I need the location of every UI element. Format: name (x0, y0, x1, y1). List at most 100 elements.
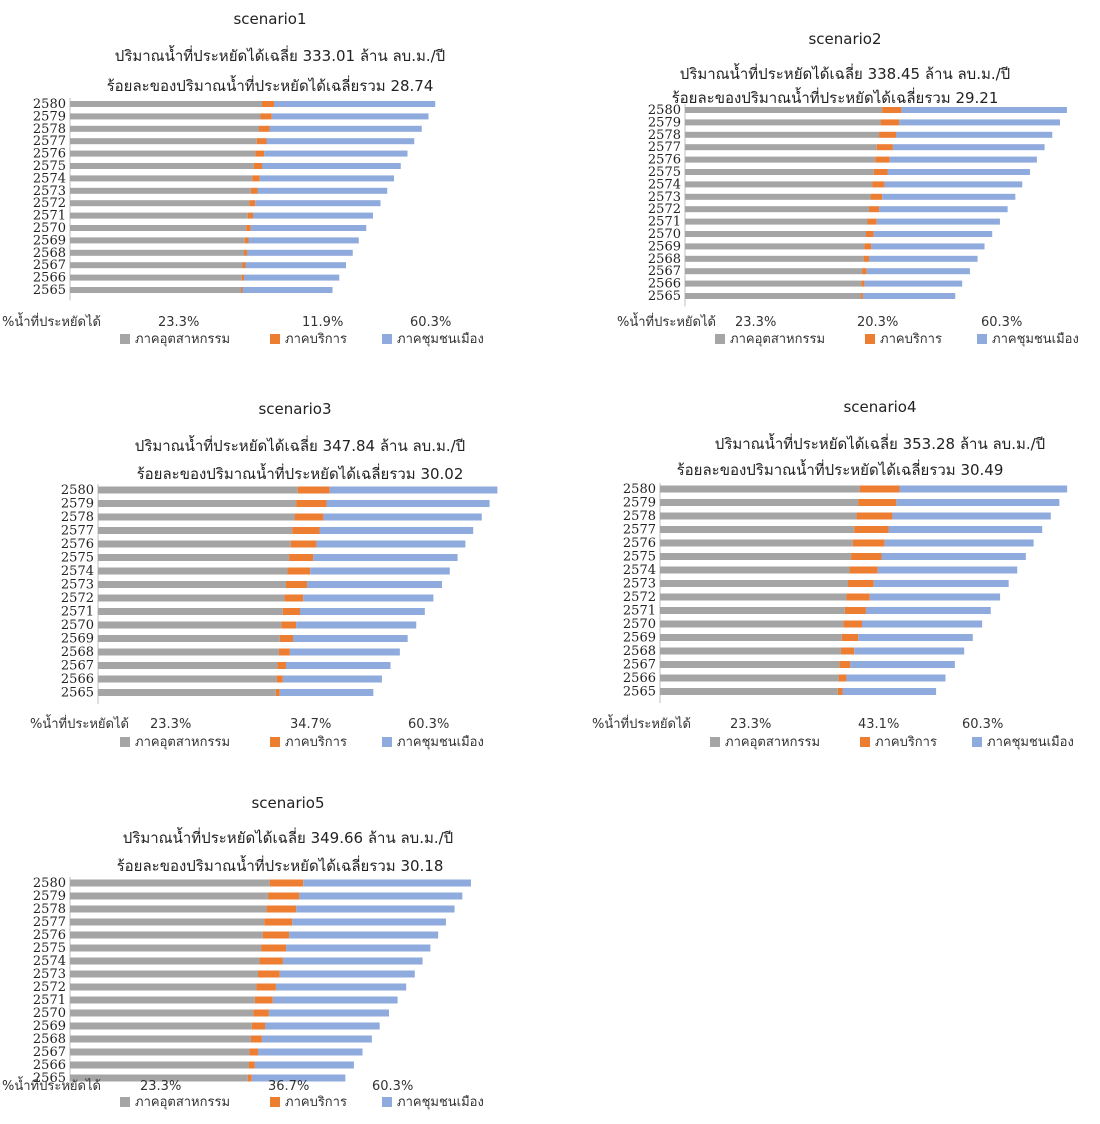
bar-segment-urban (854, 647, 965, 655)
y-tick-label: 2580 (33, 97, 66, 112)
y-tick-label: 2573 (623, 577, 656, 592)
bar-segment-urban (877, 566, 1018, 574)
bar-segment-urban (254, 1061, 354, 1069)
bar-chart: 2580257925782577257625752574257325722571… (592, 482, 1074, 750)
bar-segment-urban (862, 293, 956, 299)
y-tick-label: 2569 (623, 631, 656, 646)
y-tick-label: 2579 (33, 889, 66, 904)
bar-segment-urban (323, 513, 482, 521)
bar-segment-service (264, 918, 293, 926)
bar-segment-service (860, 293, 863, 299)
bar-segment-urban (326, 500, 490, 507)
bar-segment-urban (259, 175, 394, 182)
bar-segment-service (289, 554, 314, 561)
y-tick-label: 2569 (648, 239, 681, 254)
bar-segment-industry (70, 983, 257, 991)
y-tick-label: 2569 (33, 233, 66, 248)
y-tick-label: 2580 (61, 483, 94, 498)
y-tick-label: 2566 (648, 277, 681, 292)
y-tick-label: 2570 (33, 221, 66, 236)
legend-swatch (977, 334, 987, 344)
bar-segment-industry (70, 150, 256, 157)
bar-segment-service (254, 996, 273, 1004)
bar-chart: 2580257925782577257625752574257325722571… (617, 103, 1079, 347)
footer-percent: 36.7% (268, 1079, 309, 1094)
bar-segment-urban (884, 181, 1023, 188)
bar-segment-service (863, 255, 870, 262)
bar-segment-industry (70, 138, 257, 145)
bar-segment-urban (869, 255, 978, 262)
bar-segment-service (859, 485, 900, 493)
y-tick-label: 2567 (61, 659, 94, 674)
y-tick-label: 2574 (648, 177, 681, 192)
footer-percent: 11.9% (302, 315, 343, 330)
bar-segment-urban (265, 1022, 380, 1030)
bar-segment-industry (660, 607, 845, 614)
bar-segment-urban (255, 200, 381, 207)
chart-subtitle: ปริมาณน้ำที่ประหยัดได้เฉลี่ย 333.01 ล้าน… (114, 47, 446, 65)
bar-segment-service (843, 620, 863, 628)
y-tick-label: 2578 (623, 509, 656, 524)
bar-segment-service (247, 1074, 252, 1082)
footer-label: %น้ำที่ประหยัดได้ (592, 714, 691, 732)
bar-segment-urban (282, 675, 382, 683)
y-tick-label: 2565 (61, 686, 94, 701)
footer-percent: 60.3% (372, 1079, 413, 1094)
bar-segment-industry (70, 918, 265, 926)
footer-label: %น้ำที่ประหยัดได้ (2, 1076, 101, 1094)
y-tick-label: 2574 (623, 563, 656, 578)
y-tick-label: 2566 (33, 1058, 66, 1073)
bar-segment-service (297, 486, 330, 494)
bar-segment-urban (268, 1009, 390, 1017)
legend-label: ภาคชุมชนเมือง (397, 331, 484, 347)
bar-segment-urban (876, 218, 1000, 225)
bar-segment-service (854, 526, 889, 533)
bar-segment-urban (272, 996, 398, 1004)
footer-percent: 23.3% (730, 717, 771, 732)
bar-segment-urban (873, 231, 993, 237)
bar-segment-industry (70, 101, 262, 107)
legend-label: ภาคบริการ (285, 332, 347, 347)
bar-segment-urban (285, 662, 391, 669)
bar-segment-urban (274, 101, 436, 107)
bar-segment-urban (862, 620, 983, 628)
chart-panel-scenario5: scenario5 ปริมาณน้ำที่ประหยัดได้เฉลี่ย 3… (0, 786, 540, 1124)
y-tick-label: 2575 (33, 941, 66, 956)
footer-percent: 23.3% (150, 717, 191, 732)
bar-segment-industry (98, 581, 286, 588)
bar-segment-urban (245, 262, 346, 269)
footer-label: %น้ำที่ประหยัดได้ (30, 714, 129, 732)
bar-segment-industry (660, 566, 850, 574)
y-tick-label: 2566 (33, 271, 66, 286)
bar-segment-urban (873, 580, 1009, 587)
bar-segment-industry (98, 500, 297, 507)
bar-segment-service (879, 131, 896, 138)
y-tick-label: 2579 (61, 497, 94, 512)
y-tick-label: 2577 (623, 523, 656, 538)
bar-segment-service (279, 635, 293, 642)
bar-segment-service (865, 231, 874, 237)
bar-segment-urban (251, 1074, 346, 1082)
bar-segment-urban (899, 119, 1060, 126)
bar-segment-industry (660, 593, 847, 601)
bar-segment-industry (98, 608, 283, 615)
bar-segment-industry (660, 526, 855, 533)
bar-segment-service (262, 101, 274, 107)
y-tick-label: 2567 (623, 658, 656, 673)
bar-segment-service (242, 262, 246, 269)
bar-segment-industry (685, 156, 876, 163)
bar-segment-industry (660, 647, 841, 655)
bar-segment-industry (685, 268, 863, 275)
bar-segment-urban (895, 131, 1053, 138)
bar-segment-service (256, 983, 276, 991)
bar-segment-service (852, 539, 885, 547)
footer-percent: 60.3% (408, 717, 449, 732)
y-tick-label: 2570 (648, 227, 681, 242)
bar-segment-industry (98, 513, 295, 521)
bar-segment-urban (282, 957, 423, 965)
y-tick-label: 2572 (33, 980, 66, 995)
footer-percent: 34.7% (290, 717, 331, 732)
bar-segment-urban (257, 187, 388, 194)
bar-segment-industry (70, 996, 255, 1004)
bar-segment-urban (869, 593, 1001, 601)
